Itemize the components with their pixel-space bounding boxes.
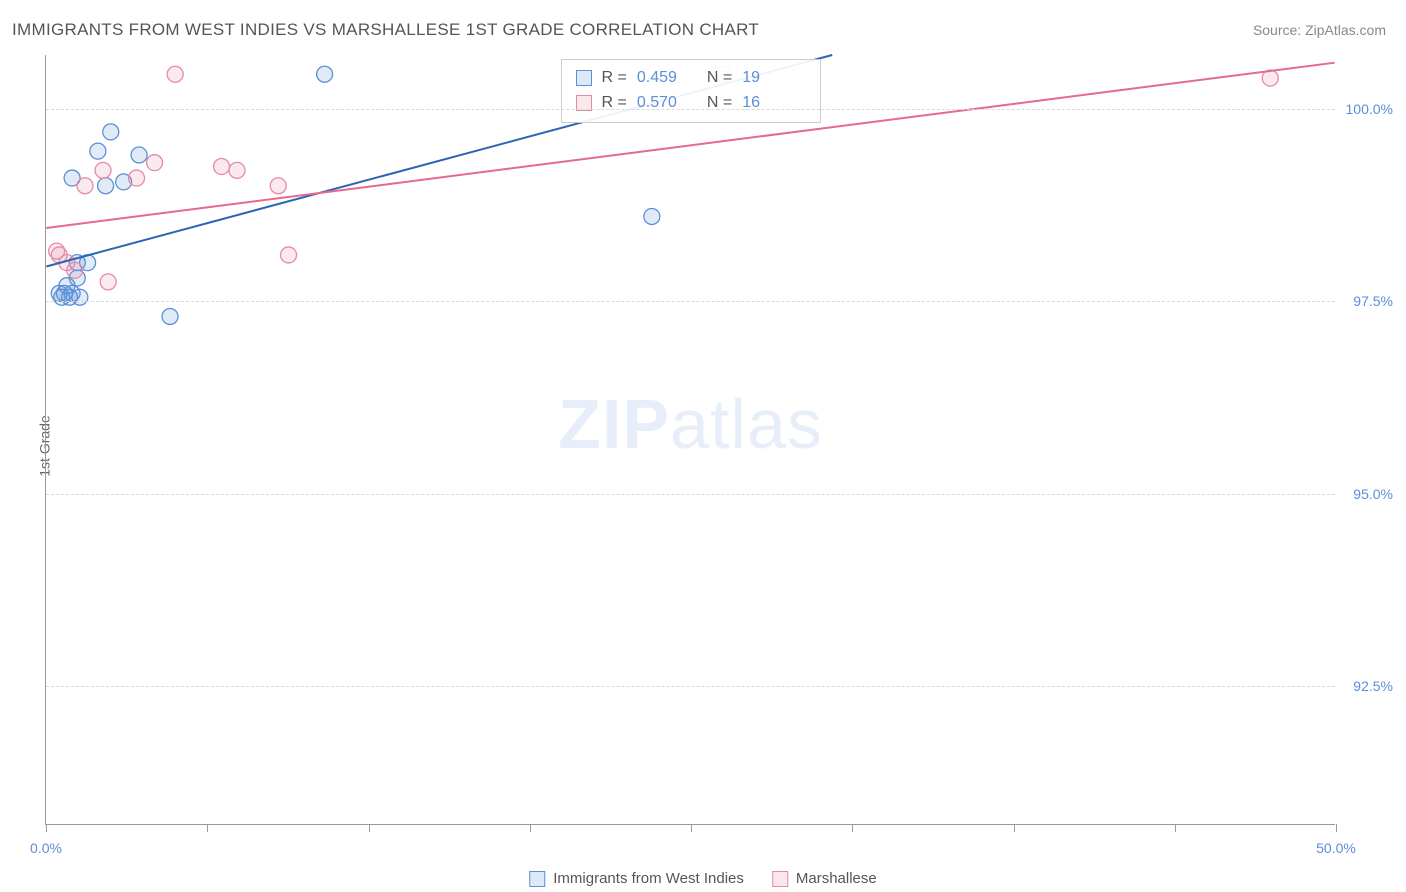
- data-point: [100, 274, 116, 290]
- y-tick-label: 97.5%: [1353, 293, 1393, 309]
- x-tick: [852, 824, 853, 832]
- correlation-stats-box: R = 0.459 N = 19 R = 0.570 N = 16: [561, 59, 821, 123]
- legend: Immigrants from West Indies Marshallese: [529, 870, 876, 887]
- data-point: [167, 66, 183, 82]
- legend-swatch: [529, 871, 545, 887]
- data-point: [317, 66, 333, 82]
- legend-swatch: [772, 871, 788, 887]
- stats-n-label: N =: [707, 66, 732, 91]
- chart-source: Source: ZipAtlas.com: [1253, 22, 1386, 38]
- legend-item: Immigrants from West Indies: [529, 870, 744, 887]
- y-tick-label: 92.5%: [1353, 678, 1393, 694]
- legend-label: Immigrants from West Indies: [553, 870, 744, 887]
- gridline: [46, 109, 1335, 110]
- x-tick: [1175, 824, 1176, 832]
- plot-area: ZIPatlas R =0.459N =19R =0.570N =16 92.5…: [45, 55, 1335, 825]
- stats-r-value: 0.570: [637, 91, 677, 116]
- x-tick: [1336, 824, 1337, 832]
- x-tick: [207, 824, 208, 832]
- chart-svg: [46, 55, 1335, 824]
- data-point: [214, 159, 230, 175]
- data-point: [72, 289, 88, 305]
- gridline: [46, 301, 1335, 302]
- stats-r-value: 0.459: [637, 66, 677, 91]
- gridline: [46, 686, 1335, 687]
- stats-n-value: 19: [742, 66, 760, 91]
- stats-r-label: R =: [602, 91, 627, 116]
- data-point: [98, 178, 114, 194]
- x-tick: [46, 824, 47, 832]
- legend-item: Marshallese: [772, 870, 877, 887]
- stats-swatch: [576, 70, 592, 86]
- gridline: [46, 494, 1335, 495]
- data-point: [131, 147, 147, 163]
- chart-header: IMMIGRANTS FROM WEST INDIES VS MARSHALLE…: [12, 20, 1386, 40]
- data-point: [95, 162, 111, 178]
- chart-title: IMMIGRANTS FROM WEST INDIES VS MARSHALLE…: [12, 20, 759, 40]
- stats-r-label: R =: [602, 66, 627, 91]
- stats-row: R = 0.459 N = 19: [576, 66, 806, 91]
- data-point: [162, 308, 178, 324]
- data-point: [229, 162, 245, 178]
- y-tick-label: 95.0%: [1353, 486, 1393, 502]
- stats-row: R = 0.570 N = 16: [576, 91, 806, 116]
- data-point: [644, 209, 660, 225]
- x-tick: [369, 824, 370, 832]
- data-point: [129, 170, 145, 186]
- x-tick: [691, 824, 692, 832]
- data-point: [103, 124, 119, 140]
- x-tick: [1014, 824, 1015, 832]
- data-point: [270, 178, 286, 194]
- stats-n-label: N =: [707, 91, 732, 116]
- data-point: [147, 155, 163, 171]
- data-point: [90, 143, 106, 159]
- x-tick-label: 50.0%: [1316, 840, 1356, 856]
- data-point: [77, 178, 93, 194]
- stats-n-value: 16: [742, 91, 760, 116]
- data-point: [67, 262, 83, 278]
- legend-label: Marshallese: [796, 870, 877, 887]
- x-tick-label: 0.0%: [30, 840, 62, 856]
- y-tick-label: 100.0%: [1346, 101, 1393, 117]
- data-point: [281, 247, 297, 263]
- x-tick: [530, 824, 531, 832]
